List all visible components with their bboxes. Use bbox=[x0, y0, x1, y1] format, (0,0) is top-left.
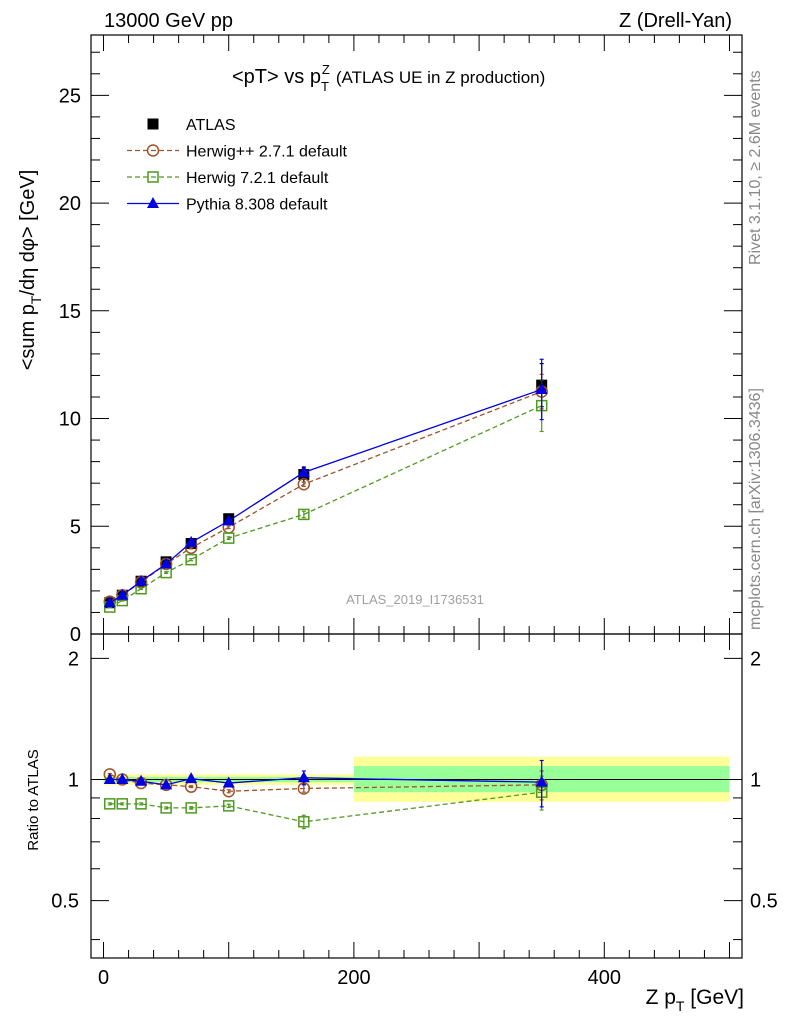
main-point-pythia-8-308-default bbox=[116, 588, 129, 600]
x-tick-label: 0 bbox=[98, 967, 109, 989]
chart-title-tail: (ATLAS UE in Z production) bbox=[336, 68, 545, 87]
ratio-point-pythia-8-308-default bbox=[222, 776, 235, 788]
y-axis-label: <sum pT/dη dφ> [GeV] bbox=[17, 170, 44, 371]
chart-title: <pT> vs pTZ (ATLAS UE in Z production) bbox=[232, 62, 545, 94]
chart-title-sup: Z bbox=[322, 62, 330, 77]
main-line-pythia-8-308-default bbox=[109, 388, 542, 604]
main-point-pythia-8-308-default bbox=[160, 557, 173, 569]
ratio-y-tick-label-right: 2 bbox=[750, 648, 761, 670]
x-tick-label: 400 bbox=[588, 967, 621, 989]
rivet-version-label: Rivet 3.1.10, ≥ 2.6M events bbox=[747, 70, 764, 265]
main-point-herwig-7-2-1-default bbox=[222, 532, 235, 544]
analysis-watermark: ATLAS_2019_I1736531 bbox=[346, 592, 484, 607]
ratio-point-herwig-7-2-1-default bbox=[116, 798, 129, 810]
ratio-y-axis-label: Ratio to ATLAS bbox=[25, 749, 42, 850]
y-tick-label: 10 bbox=[59, 409, 81, 431]
main-point-pythia-8-308-default bbox=[185, 535, 198, 547]
ratio-panel-series bbox=[103, 759, 548, 830]
main-point-pythia-8-308-default bbox=[103, 596, 116, 608]
ratio-y-tick-label: 2 bbox=[68, 648, 79, 670]
ratio-panel-axes: 0.5 0.5 1 1 2 2 0 200 400 bbox=[51, 634, 778, 989]
y-tick-label: 15 bbox=[59, 301, 81, 323]
main-line-herwig-7-2-1-default bbox=[109, 405, 542, 608]
mcplots-reference-label: mcplots.cern.ch [arXiv:1306.3436] bbox=[747, 388, 764, 630]
main-point-herwig-7-2-1-default bbox=[298, 508, 310, 521]
chart-title-main: <pT> vs p bbox=[232, 66, 321, 88]
legend-label-atlas: ATLAS bbox=[186, 117, 236, 134]
ratio-point-pythia-8-308-default bbox=[103, 773, 116, 785]
header-right-label: Z (Drell-Yan) bbox=[619, 10, 732, 32]
main-point-pythia-8-308-default bbox=[535, 382, 548, 394]
main-point-herwig-2-7-1-default bbox=[297, 478, 311, 491]
ratio-point-pythia-8-308-default bbox=[297, 771, 310, 783]
ratio-y-tick-label: 1 bbox=[68, 770, 79, 792]
main-point-pythia-8-308-default bbox=[297, 465, 310, 477]
ratio-point-herwig-7-2-1-default bbox=[185, 802, 197, 814]
legend: ATLAS Herwig++ 2.7.1 default Herwig 7.2.1 … bbox=[127, 117, 348, 214]
ratio-point-herwig-7-2-1-default bbox=[222, 800, 235, 812]
legend-marker-pythia-8-308-default bbox=[147, 197, 159, 208]
ratio-point-herwig-7-2-1-default bbox=[135, 798, 147, 810]
main-point-pythia-8-308-default bbox=[222, 514, 235, 526]
ratio-point-pythia-8-308-default bbox=[116, 773, 129, 785]
ratio-point-pythia-8-308-default bbox=[160, 778, 173, 790]
ratio-point-pythia-8-308-default bbox=[135, 774, 148, 786]
main-panel-series bbox=[103, 358, 548, 613]
ratio-y-tick-label-right: 0.5 bbox=[750, 891, 778, 913]
main-point-herwig-7-2-1-default bbox=[185, 553, 197, 566]
y-tick-label: 0 bbox=[70, 624, 81, 646]
ratio-y-tick-label-right: 1 bbox=[750, 770, 761, 792]
y-tick-label: 20 bbox=[59, 193, 81, 215]
chart-title-sub: T bbox=[321, 79, 329, 94]
main-point-pythia-8-308-default bbox=[135, 574, 148, 586]
main-panel-axes: 0 5 10 15 20 25 bbox=[59, 35, 742, 646]
legend-label-pythia-8-308-default: Pythia 8.308 default bbox=[186, 197, 328, 214]
y-tick-label: 5 bbox=[70, 516, 81, 538]
y-axis-label-sub: T bbox=[28, 295, 44, 304]
ratio-series-pythia-8-308-default bbox=[103, 759, 548, 808]
x-tick-label: 200 bbox=[337, 967, 370, 989]
header-left-label: 13000 GeV pp bbox=[104, 10, 233, 32]
legend-marker-atlas bbox=[147, 118, 159, 130]
ratio-panel-frame bbox=[90, 633, 743, 959]
y-axis-label-post: /dη dφ> [GeV] bbox=[17, 170, 39, 296]
y-axis-label-pre: <sum p bbox=[17, 304, 39, 370]
legend-marker-herwig-7-2-1-default bbox=[147, 171, 159, 183]
ratio-point-herwig-7-2-1-default bbox=[298, 816, 310, 828]
legend-label-herwig-2-7-1-default: Herwig++ 2.7.1 default bbox=[186, 144, 348, 161]
ratio-y-tick-label: 0.5 bbox=[51, 891, 79, 913]
main-line-herwig-2-7-1-default bbox=[109, 390, 542, 603]
ratio-point-pythia-8-308-default bbox=[185, 772, 198, 784]
ratio-point-herwig-7-2-1-default bbox=[160, 802, 172, 814]
y-tick-label: 25 bbox=[59, 85, 81, 107]
legend-label-herwig-7-2-1-default: Herwig 7.2.1 default bbox=[186, 170, 329, 187]
main-series-herwig-7-2-1-default bbox=[104, 379, 548, 613]
legend-marker-herwig-2-7-1-default bbox=[146, 144, 160, 157]
x-axis-label: Z pT [GeV] bbox=[646, 986, 744, 1014]
ratio-point-herwig-7-2-1-default bbox=[104, 798, 116, 810]
main-series-pythia-8-308-default bbox=[103, 358, 548, 608]
ratio-point-pythia-8-308-default bbox=[535, 775, 548, 787]
